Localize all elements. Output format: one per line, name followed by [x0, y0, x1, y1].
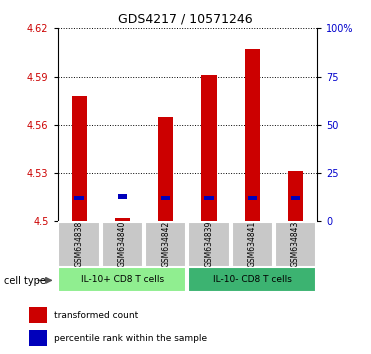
Text: IL-10- CD8 T cells: IL-10- CD8 T cells	[213, 275, 292, 284]
Bar	[29, 330, 47, 346]
Bar	[247, 195, 257, 200]
Bar	[145, 222, 187, 267]
Bar	[275, 222, 316, 267]
Bar	[158, 117, 173, 221]
Bar	[232, 222, 273, 267]
Bar	[291, 195, 301, 200]
Bar	[188, 222, 230, 267]
Text: GSM634843: GSM634843	[291, 221, 300, 268]
Text: GSM634839: GSM634839	[204, 221, 213, 268]
Text: GSM634842: GSM634842	[161, 221, 170, 267]
Bar	[204, 195, 214, 200]
Text: GSM634840: GSM634840	[118, 221, 127, 268]
Text: IL-10+ CD8 T cells: IL-10+ CD8 T cells	[81, 275, 164, 284]
Text: transformed count: transformed count	[54, 310, 138, 320]
Text: GSM634841: GSM634841	[248, 221, 257, 267]
Text: GDS4217 / 10571246: GDS4217 / 10571246	[118, 12, 253, 25]
Bar	[161, 195, 171, 200]
Bar	[58, 267, 187, 292]
Bar	[118, 194, 127, 199]
Bar	[115, 218, 130, 221]
Text: cell type: cell type	[4, 276, 46, 286]
Bar	[29, 307, 47, 323]
Bar	[188, 267, 316, 292]
Bar	[58, 222, 100, 267]
Bar	[102, 222, 143, 267]
Bar	[201, 75, 217, 221]
Bar	[245, 49, 260, 221]
Text: percentile rank within the sample: percentile rank within the sample	[54, 333, 207, 343]
Bar	[72, 96, 87, 221]
Bar	[288, 171, 303, 221]
Bar	[75, 195, 84, 200]
Text: GSM634838: GSM634838	[75, 221, 83, 267]
